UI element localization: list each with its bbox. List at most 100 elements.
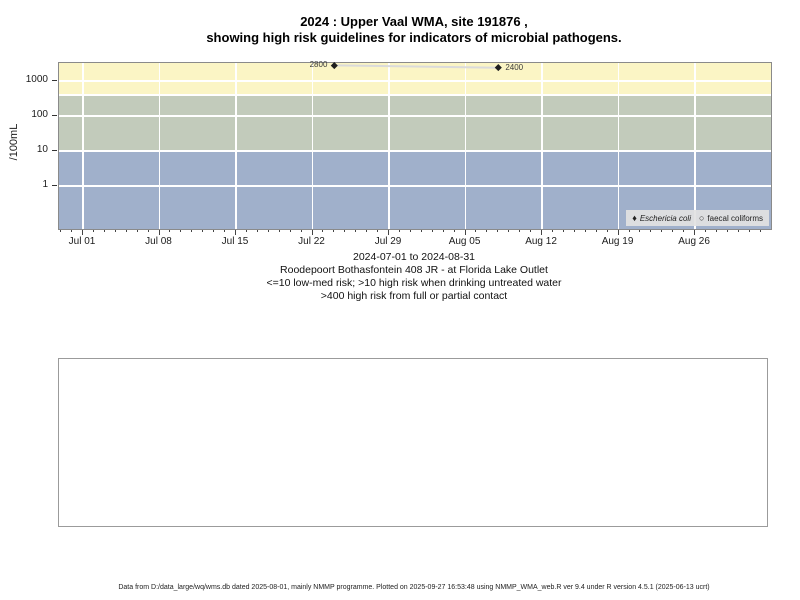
x-minor-tick bbox=[726, 230, 728, 233]
x-minor-tick bbox=[322, 230, 324, 233]
x-tick-label: Jul 22 bbox=[298, 236, 325, 247]
x-major-tick bbox=[235, 230, 237, 235]
x-major-tick bbox=[464, 230, 466, 235]
legend-label: Eschericia coli bbox=[639, 213, 691, 223]
x-minor-tick bbox=[147, 230, 149, 233]
x-minor-tick bbox=[366, 230, 368, 233]
x-major-tick bbox=[617, 230, 619, 235]
x-minor-tick bbox=[398, 230, 400, 233]
x-tick-label: Aug 12 bbox=[525, 236, 557, 247]
x-minor-tick bbox=[114, 230, 116, 233]
x-minor-tick bbox=[344, 230, 346, 233]
x-minor-tick bbox=[224, 230, 226, 233]
x-minor-tick bbox=[409, 230, 411, 233]
circle-icon: ○ bbox=[698, 213, 705, 223]
x-minor-tick bbox=[245, 230, 247, 233]
footer-note: Data from D:/data_large/wq/wms.db dated … bbox=[118, 584, 710, 591]
x-minor-tick bbox=[606, 230, 608, 233]
x-minor-tick bbox=[705, 230, 706, 233]
x-major-tick bbox=[82, 230, 83, 235]
x-minor-tick bbox=[584, 230, 586, 233]
x-major-tick bbox=[388, 230, 390, 235]
v-gridline bbox=[235, 63, 237, 229]
x-minor-tick bbox=[420, 230, 422, 233]
caption-block: 2024-07-01 to 2024-08-31 Roodepoort Botha… bbox=[58, 251, 770, 303]
x-minor-tick bbox=[267, 230, 269, 233]
v-gridline bbox=[617, 63, 620, 229]
x-minor-tick bbox=[213, 230, 215, 233]
x-minor-tick bbox=[289, 230, 291, 233]
x-minor-tick bbox=[715, 230, 717, 233]
x-minor-tick bbox=[180, 230, 182, 233]
x-minor-tick bbox=[486, 230, 488, 233]
plot-panel: 2800 2400 ♦ Eschericia coli ○ faecal coliform… bbox=[58, 60, 772, 230]
y-tick-label: 10 bbox=[36, 144, 48, 155]
data-point-label: 2400 bbox=[505, 62, 524, 72]
x-tick-label: Aug 05 bbox=[448, 236, 481, 247]
chart-title-line2: showing high risk guidelines for indicat… bbox=[206, 30, 622, 45]
x-minor-tick bbox=[519, 230, 521, 233]
x-minor-tick bbox=[278, 230, 280, 233]
diamond-icon: ♦ bbox=[632, 213, 637, 223]
x-tick-label: Aug 26 bbox=[678, 236, 710, 247]
x-minor-tick bbox=[595, 230, 597, 233]
x-minor-tick bbox=[573, 230, 575, 233]
x-minor-tick bbox=[71, 230, 73, 233]
y-tick-label: 1 bbox=[42, 179, 48, 190]
v-gridline bbox=[388, 63, 390, 229]
empty-panel bbox=[58, 358, 768, 527]
x-minor-tick bbox=[508, 230, 510, 233]
data-point-label: 2800 bbox=[309, 60, 328, 70]
x-minor-tick bbox=[551, 230, 553, 233]
x-minor-tick bbox=[672, 230, 674, 233]
x-minor-tick bbox=[759, 230, 761, 233]
x-minor-tick bbox=[748, 230, 750, 233]
y-tick bbox=[52, 150, 57, 151]
x-minor-tick bbox=[737, 230, 739, 233]
caption-line: >400 high risk from full or partial cont… bbox=[320, 290, 508, 302]
x-minor-tick bbox=[628, 230, 630, 233]
v-gridline bbox=[311, 63, 314, 229]
x-minor-tick bbox=[202, 230, 204, 233]
x-minor-tick bbox=[355, 230, 357, 233]
x-minor-tick bbox=[683, 230, 685, 233]
x-minor-tick bbox=[377, 230, 379, 233]
x-minor-tick bbox=[103, 230, 105, 233]
x-minor-tick bbox=[300, 230, 302, 233]
x-minor-tick bbox=[530, 230, 532, 233]
x-minor-tick bbox=[661, 230, 663, 233]
x-minor-tick bbox=[431, 230, 433, 233]
x-minor-tick bbox=[169, 230, 171, 233]
chart-title-line1: 2024 : Upper Vaal WMA, site 191876 , bbox=[300, 14, 528, 29]
legend-item: ♦ Eschericia coli bbox=[632, 213, 691, 223]
x-minor-tick bbox=[442, 230, 444, 233]
legend-item: ○ faecal coliforms bbox=[699, 213, 763, 223]
legend: ♦ Eschericia coli ○ faecal coliforms bbox=[626, 210, 769, 226]
x-tick-label: Jul 08 bbox=[145, 236, 172, 247]
y-tick bbox=[52, 115, 57, 116]
v-gridline bbox=[464, 63, 467, 229]
v-gridline bbox=[694, 63, 696, 229]
v-gridline bbox=[82, 63, 84, 229]
h-gridline bbox=[59, 94, 771, 96]
x-tick-label: Jul 01 bbox=[68, 236, 96, 247]
y-tick bbox=[52, 80, 57, 81]
x-minor-tick bbox=[92, 230, 94, 233]
y-axis-label: /100mL bbox=[8, 123, 20, 161]
x-tick-label: Aug 19 bbox=[601, 236, 634, 247]
caption-line: Roodepoort Bothasfontein 408 JR - at Flo… bbox=[280, 264, 548, 276]
risk-band-medium bbox=[59, 94, 771, 151]
x-minor-tick bbox=[191, 230, 193, 233]
legend-label: faecal coliforms bbox=[707, 213, 763, 223]
v-gridline bbox=[541, 63, 543, 229]
x-minor-tick bbox=[125, 230, 127, 233]
y-tick-label: 100 bbox=[31, 109, 48, 120]
x-minor-tick bbox=[475, 230, 477, 233]
y-tick-label: 1000 bbox=[25, 74, 48, 85]
x-minor-tick bbox=[333, 230, 335, 233]
caption-line: 2024-07-01 to 2024-08-31 bbox=[352, 251, 475, 263]
chart-title: 2024 : Upper Vaal WMA, site 191876 , sho… bbox=[58, 14, 770, 46]
x-tick-label: Jul 15 bbox=[221, 236, 249, 247]
caption-line: <=10 low-med risk; >10 high risk when dr… bbox=[266, 277, 562, 289]
